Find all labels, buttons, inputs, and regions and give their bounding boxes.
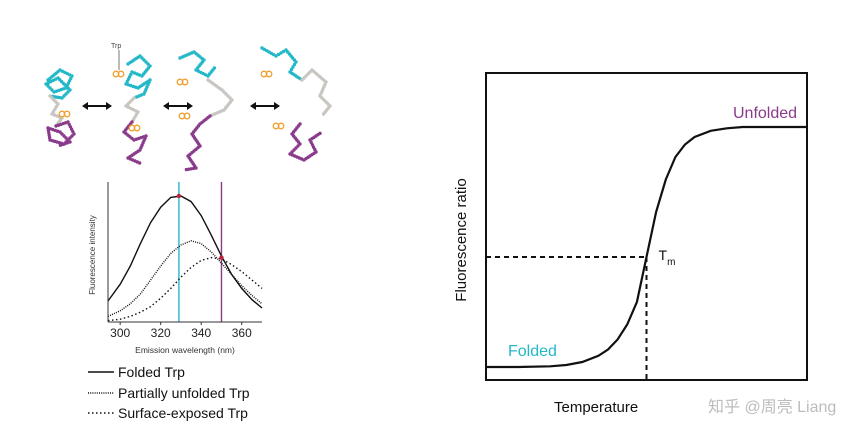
spectra-series-3 (107, 256, 263, 322)
domain-b-state3 (184, 114, 212, 172)
domain-a-state3 (178, 50, 217, 78)
domain-b-state2 (122, 120, 148, 165)
spectra-y-label: Fluorescence intensity (88, 215, 97, 295)
trp-residue-icon (272, 122, 285, 130)
unfolded-annotation: Unfolded (733, 105, 797, 122)
spectra-series-2 (107, 240, 263, 318)
domain-a-unfolded (260, 46, 302, 81)
sigmoid-y-label: Fluorescence ratio (453, 178, 470, 301)
spectra-x-tick-label: 360 (232, 326, 252, 340)
legend-label-partial: Partially unfolded Trp (118, 385, 250, 401)
sigmoid-plot-frame (485, 72, 808, 381)
trp-label: Trp (111, 43, 121, 50)
spectra-x-tick-label: 320 (151, 326, 171, 340)
trp-residue-icon (128, 124, 141, 132)
equilibrium-arrow (163, 102, 193, 110)
trp-residue-icon (178, 112, 191, 120)
legend-label-surface: Surface-exposed Trp (118, 405, 248, 421)
folded-annotation: Folded (508, 343, 557, 360)
trp-residue-icon (176, 78, 189, 86)
trp-residue-icon (58, 110, 71, 118)
equilibrium-arrow (82, 102, 112, 110)
trp-residue-icon (112, 70, 125, 78)
fluorescence-ratio-chart: Tm Unfolded Folded Fluorescence ratio Te… (453, 72, 808, 416)
spectra-x-tick-label: 340 (191, 326, 211, 340)
domain-b-unfolded (288, 122, 322, 162)
linker-unfolded (300, 68, 332, 116)
sigmoid-x-label: Temperature (554, 399, 638, 416)
spectra-x-tick-label: 300 (110, 326, 130, 340)
linker-state2 (124, 96, 140, 122)
domain-a-state2 (124, 54, 152, 99)
spectra-series-1 (107, 195, 263, 309)
spectra-legend: Folded Trp Partially unfolded Trp Surfac… (88, 364, 250, 421)
domain-a-folded (44, 68, 74, 100)
protein-unfolding-illustration (44, 46, 332, 172)
spectra-x-label: Emission wavelength (nm) (135, 345, 235, 355)
trp-residue-icon (260, 70, 273, 78)
emission-spectra-chart: 300 320 340 360 Fluorescence intensity Emis… (88, 182, 263, 355)
watermark-text: 知乎 @周亮 Liang (708, 398, 836, 416)
sigmoid-curve (486, 125, 807, 369)
legend-label-folded: Folded Trp (118, 364, 185, 380)
equilibrium-arrow (250, 102, 280, 110)
spectra-peak-point (219, 255, 224, 260)
domain-b-folded (46, 120, 76, 147)
spectra-peak-point (176, 193, 182, 199)
linker-state3 (206, 78, 234, 117)
tm-label: Tm (659, 247, 676, 268)
